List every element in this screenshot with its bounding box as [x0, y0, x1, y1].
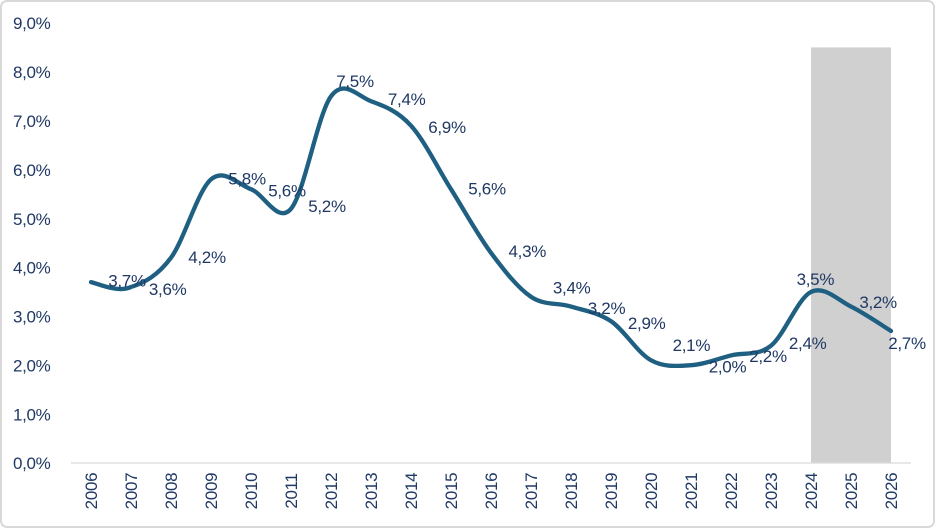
svg-text:3,5%: 3,5% — [797, 270, 835, 289]
svg-text:2023: 2023 — [762, 473, 781, 510]
svg-text:2,2%: 2,2% — [749, 347, 787, 366]
svg-text:2015: 2015 — [442, 473, 461, 510]
svg-text:2018: 2018 — [562, 473, 581, 510]
svg-text:7,4%: 7,4% — [388, 90, 426, 109]
svg-text:2,0%: 2,0% — [709, 358, 747, 377]
svg-text:9,0%: 9,0% — [13, 14, 51, 33]
svg-text:8,0%: 8,0% — [13, 63, 51, 82]
svg-text:2013: 2013 — [362, 473, 381, 510]
svg-text:2026: 2026 — [882, 473, 901, 510]
svg-text:3,2%: 3,2% — [859, 293, 897, 312]
svg-text:2006: 2006 — [82, 473, 101, 510]
svg-text:2020: 2020 — [642, 473, 661, 510]
svg-text:5,8%: 5,8% — [228, 170, 266, 189]
svg-text:2,4%: 2,4% — [789, 334, 827, 353]
svg-text:0,0%: 0,0% — [13, 454, 51, 473]
svg-text:6,0%: 6,0% — [13, 161, 51, 180]
svg-text:2011: 2011 — [282, 473, 301, 508]
svg-text:7,5%: 7,5% — [336, 72, 374, 91]
svg-text:3,0%: 3,0% — [13, 308, 51, 327]
svg-text:2007: 2007 — [122, 473, 141, 510]
svg-text:2014: 2014 — [402, 473, 421, 510]
svg-text:6,9%: 6,9% — [428, 118, 466, 137]
svg-text:2019: 2019 — [602, 473, 621, 510]
svg-text:2,9%: 2,9% — [628, 314, 666, 333]
svg-text:2012: 2012 — [322, 473, 341, 510]
svg-text:1,0%: 1,0% — [13, 405, 51, 424]
svg-text:4,0%: 4,0% — [13, 259, 51, 278]
svg-text:3,6%: 3,6% — [149, 280, 187, 299]
svg-text:5,6%: 5,6% — [268, 182, 306, 201]
svg-text:3,4%: 3,4% — [553, 278, 591, 297]
svg-text:2009: 2009 — [202, 473, 221, 510]
svg-text:2016: 2016 — [482, 473, 501, 510]
svg-text:2,7%: 2,7% — [888, 334, 926, 353]
svg-text:5,0%: 5,0% — [13, 210, 51, 229]
svg-text:2022: 2022 — [722, 473, 741, 510]
svg-text:5,2%: 5,2% — [308, 197, 346, 216]
svg-text:5,6%: 5,6% — [468, 179, 506, 198]
svg-text:2,1%: 2,1% — [673, 336, 711, 355]
svg-text:3,7%: 3,7% — [108, 272, 146, 291]
svg-text:4,3%: 4,3% — [509, 242, 547, 261]
svg-text:4,2%: 4,2% — [188, 248, 226, 267]
svg-text:2025: 2025 — [842, 473, 861, 510]
svg-text:2,0%: 2,0% — [13, 356, 51, 375]
svg-text:3,2%: 3,2% — [588, 299, 626, 318]
svg-text:2024: 2024 — [802, 473, 821, 510]
svg-text:2010: 2010 — [242, 473, 261, 510]
svg-text:7,0%: 7,0% — [13, 112, 51, 131]
svg-text:2008: 2008 — [162, 473, 181, 510]
svg-text:2017: 2017 — [522, 473, 541, 510]
svg-text:2021: 2021 — [682, 473, 701, 510]
